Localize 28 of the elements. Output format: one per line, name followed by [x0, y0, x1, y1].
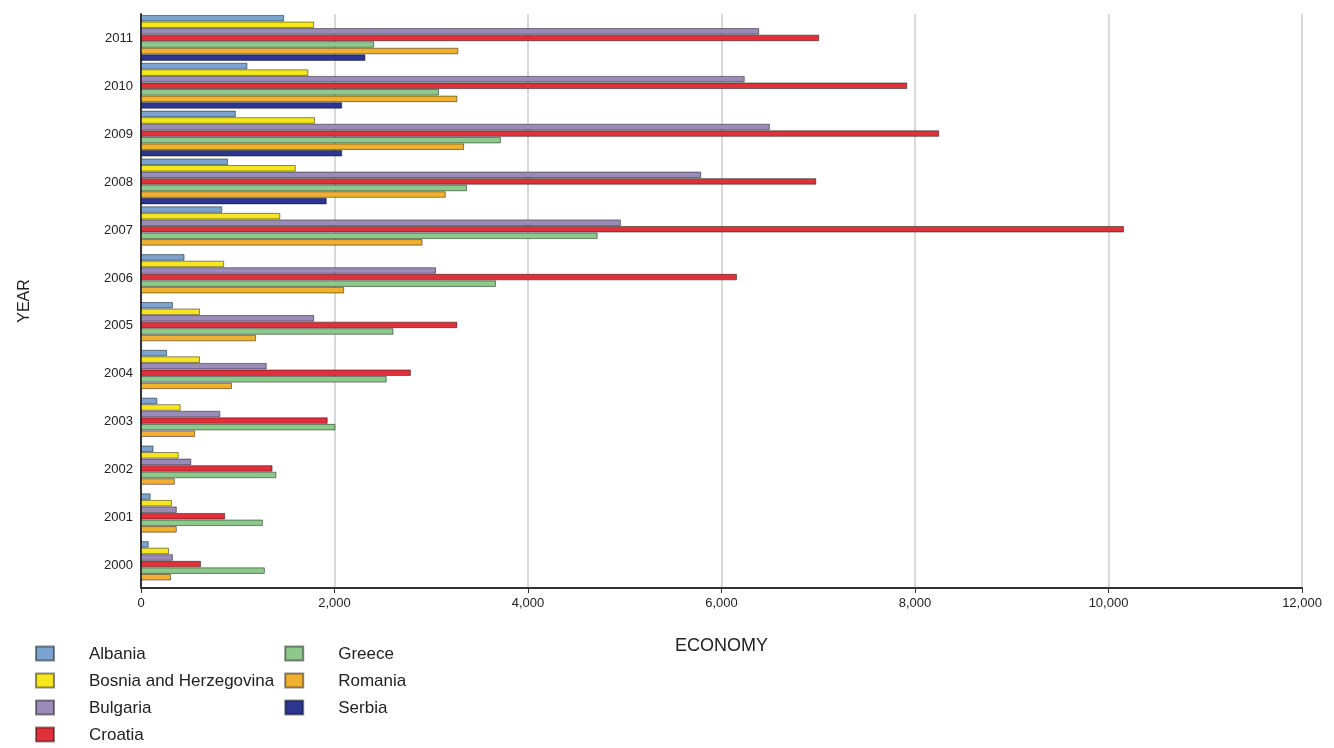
x-tick-label: 10,000	[1088, 595, 1129, 610]
y-tick-label: 2001	[104, 508, 133, 524]
y-tick-label: 2002	[104, 460, 133, 476]
legend-label: Bulgaria	[89, 698, 152, 717]
legend-label: Albania	[89, 644, 147, 663]
x-tick-label: 6,000	[705, 595, 738, 610]
y-tick-label: 2000	[104, 556, 133, 572]
x-axis-title: ECONOMY	[674, 635, 769, 655]
y-tick-label: 2011	[105, 30, 133, 46]
legend-label: Greece	[338, 644, 394, 663]
y-tick-label: 2004	[104, 365, 133, 381]
x-tick-label: 8,000	[898, 595, 932, 610]
x-tick-label: 4,000	[511, 595, 545, 610]
x-tick-label: 0	[137, 595, 145, 610]
y-tick-label: 2010	[104, 78, 133, 94]
y-tick-label: 2006	[104, 269, 133, 285]
y-tick-label: 2007	[104, 221, 133, 237]
y-tick-label: 2008	[104, 173, 133, 189]
legend-label: Croatia	[89, 725, 145, 744]
legend-label: Bosnia and Herzegovina	[89, 671, 275, 690]
y-tick-label: 2005	[104, 317, 133, 333]
y-tick-label: 2003	[104, 413, 133, 429]
legend-label: Serbia	[338, 698, 388, 717]
y-axis-title: YEAR	[14, 279, 32, 323]
y-tick-label: 2009	[104, 126, 133, 142]
x-tick-label: 2,000	[318, 595, 351, 610]
legend-label: Romania	[338, 671, 407, 690]
x-tick-label: 12,000	[1282, 595, 1322, 610]
